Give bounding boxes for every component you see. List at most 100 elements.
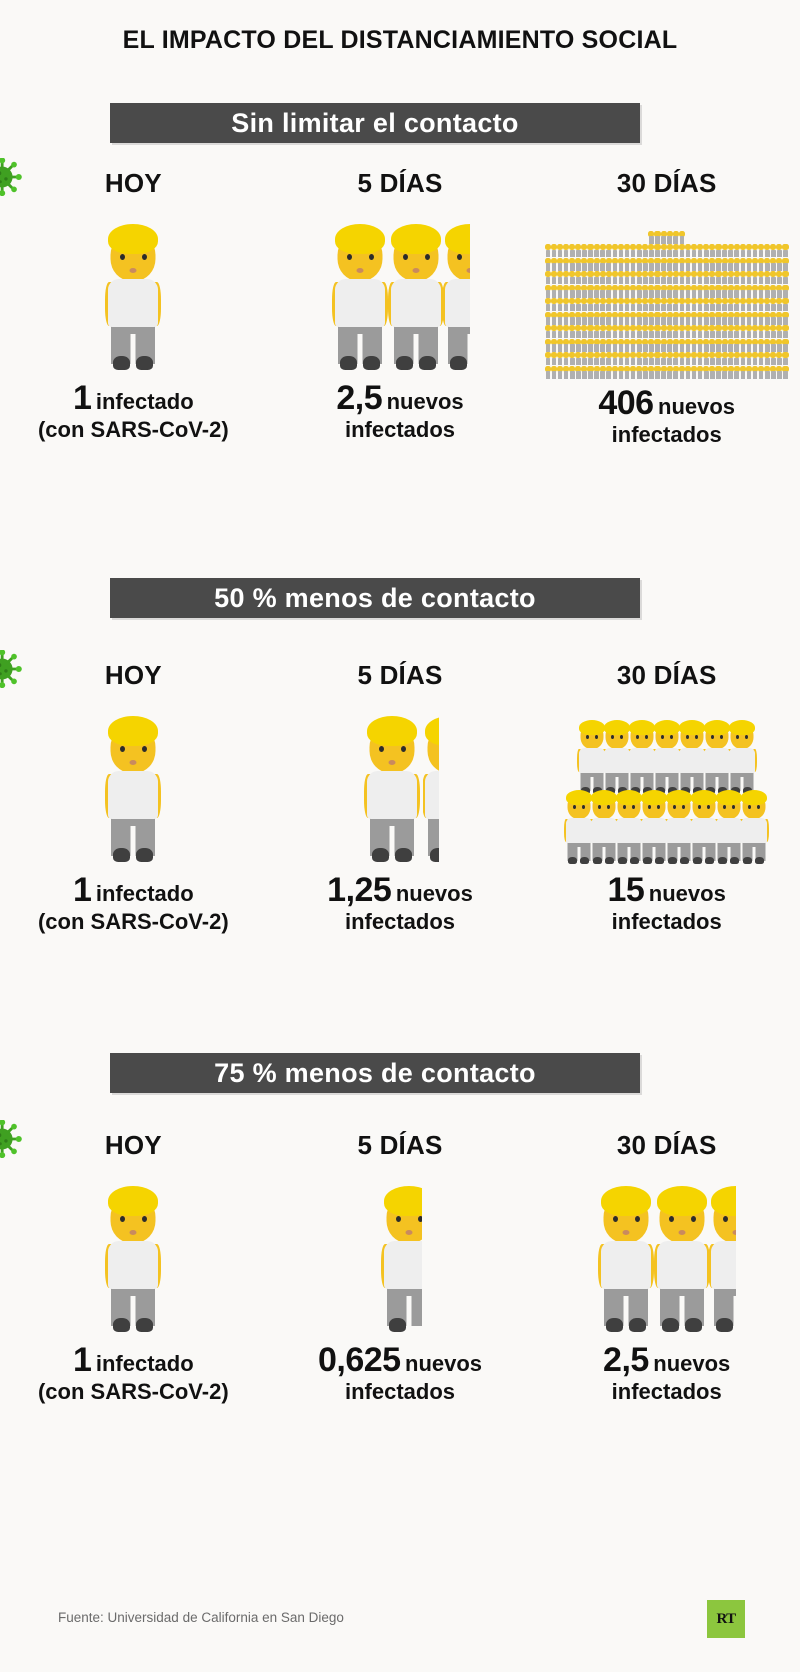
mini-person-icon	[605, 338, 612, 353]
mini-person-icon	[751, 257, 759, 272]
mini-person-icon	[715, 284, 722, 299]
mini-person-icon	[684, 298, 692, 312]
person-figure	[90, 1186, 176, 1336]
mini-person-icon	[684, 325, 692, 339]
caption-hoy-3: 1 infectado (con SARS-CoV-2)	[38, 1336, 229, 1403]
person-figure	[651, 720, 682, 796]
caption-hoy-2: 1 infectado (con SARS-CoV-2)	[38, 866, 229, 933]
person-figure	[689, 790, 720, 866]
people-group-4	[361, 716, 439, 866]
mini-person-icon	[550, 284, 557, 299]
mini-person-icon	[544, 271, 551, 285]
mini-person-icon	[605, 284, 612, 299]
mini-person-icon	[703, 271, 710, 285]
mini-person-icon	[556, 338, 564, 353]
mini-person-icon	[587, 325, 594, 339]
mini-person-icon	[581, 311, 588, 326]
source-credit: Fuente: Universidad de California en San…	[58, 1610, 344, 1625]
mini-person-icon	[678, 338, 685, 353]
mini-person-icon	[776, 244, 783, 258]
mini-person-icon	[764, 311, 771, 326]
mini-person-icon	[642, 257, 649, 272]
mini-person-icon	[642, 365, 649, 380]
mini-person-icon	[678, 365, 685, 380]
mini-person-icon	[678, 311, 685, 326]
mini-person-icon	[599, 365, 606, 380]
mini-person-icon	[739, 352, 746, 366]
mini-person-icon	[587, 244, 594, 258]
mini-person-icon	[617, 298, 625, 312]
mini-person-icon	[636, 271, 643, 285]
mini-person-icon	[697, 365, 704, 380]
mini-person-icon	[672, 244, 679, 258]
mini-person-icon	[648, 257, 655, 272]
mini-person-icon	[617, 338, 625, 353]
mini-person-icon	[544, 325, 551, 339]
mini-person-icon	[751, 365, 759, 380]
mini-person-icon	[617, 352, 625, 366]
caption-value: 1,25	[327, 871, 392, 909]
mini-person-icon	[709, 325, 716, 339]
mini-person-icon	[770, 257, 777, 272]
mini-person-icon	[739, 244, 746, 258]
mini-person-icon	[605, 365, 612, 380]
mini-person-icon	[770, 325, 777, 339]
mini-person-icon	[544, 311, 551, 326]
crowd-406	[544, 230, 789, 380]
mini-person-icon	[672, 298, 679, 312]
mini-person-icon	[697, 325, 704, 339]
mini-person-icon	[745, 365, 752, 380]
mini-person-icon	[654, 244, 661, 258]
mini-person-icon	[697, 298, 704, 312]
mini-person-icon	[544, 244, 551, 258]
mini-person-icon	[654, 230, 661, 245]
mini-person-icon	[563, 284, 570, 299]
mini-person-icon	[721, 338, 728, 353]
mini-person-icon	[642, 325, 649, 339]
mini-person-icon	[599, 325, 606, 339]
people-grid-row	[576, 720, 757, 796]
caption-unit: nuevos	[405, 1351, 483, 1376]
mini-person-icon	[709, 338, 716, 353]
mini-person-icon	[587, 257, 594, 272]
mini-person-icon	[593, 325, 600, 339]
figure-stage-5dias-2	[267, 691, 534, 866]
mini-person-icon	[727, 271, 734, 285]
mini-person-icon	[648, 244, 655, 258]
mini-person-icon	[599, 284, 606, 299]
mini-person-icon	[648, 365, 655, 380]
mini-person-icon	[703, 257, 710, 272]
mini-person-icon	[654, 311, 661, 326]
mini-person-icon	[751, 325, 759, 339]
mini-person-icon	[782, 311, 789, 326]
person-figure-quarter	[423, 716, 439, 866]
mini-person-icon	[776, 298, 783, 312]
mini-person-icon	[666, 284, 673, 299]
mini-person-icon	[569, 298, 576, 312]
mini-person-icon	[587, 284, 594, 299]
mini-person-icon	[587, 365, 594, 380]
person-figure	[714, 790, 745, 866]
mini-person-icon	[605, 298, 612, 312]
mini-person-icon	[764, 257, 771, 272]
mini-person-icon	[721, 325, 728, 339]
caption-unit: nuevos	[653, 1351, 731, 1376]
mini-person-icon	[715, 298, 722, 312]
mini-person-icon	[703, 298, 710, 312]
mini-person-icon	[703, 352, 710, 366]
mini-person-icon	[575, 365, 582, 380]
section-band-1: Sin limitar el contacto	[110, 103, 640, 143]
column-30dias-3: 30 DÍAS	[533, 1130, 800, 1403]
mini-person-icon	[617, 365, 625, 380]
mini-person-icon	[599, 244, 606, 258]
mini-person-icon	[599, 257, 606, 272]
mini-person-icon	[556, 365, 564, 380]
caption-note: infectados	[344, 1378, 456, 1404]
mini-person-icon	[569, 325, 576, 339]
mini-person-icon	[764, 365, 771, 380]
mini-person-icon	[654, 298, 661, 312]
mini-person-icon	[611, 244, 618, 258]
mini-person-icon	[703, 311, 710, 326]
mini-person-icon	[569, 271, 576, 285]
